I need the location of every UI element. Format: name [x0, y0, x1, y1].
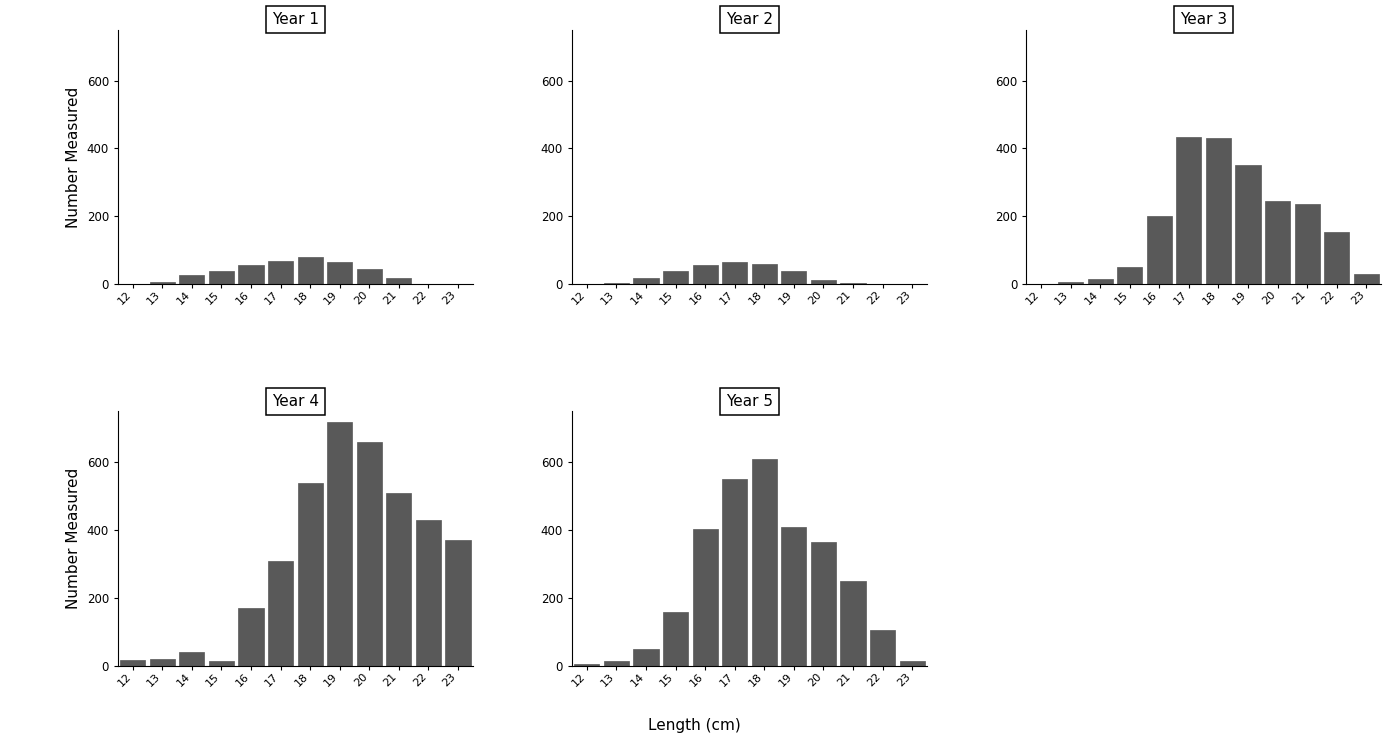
Y-axis label: Number Measured: Number Measured: [67, 468, 81, 609]
Bar: [1088, 279, 1113, 284]
Bar: [1264, 201, 1289, 284]
Bar: [663, 271, 688, 284]
Bar: [446, 540, 471, 666]
Bar: [752, 459, 777, 666]
Bar: [633, 649, 658, 666]
Bar: [604, 283, 629, 284]
Bar: [1117, 267, 1142, 284]
Bar: [210, 272, 235, 284]
Bar: [179, 653, 204, 666]
Bar: [179, 275, 204, 284]
Bar: [297, 482, 323, 666]
Bar: [386, 278, 411, 284]
Bar: [150, 283, 175, 284]
Bar: [722, 480, 747, 666]
Title: Year 4: Year 4: [272, 394, 319, 409]
Title: Year 1: Year 1: [272, 12, 319, 27]
Bar: [1353, 274, 1378, 284]
Bar: [416, 520, 441, 666]
Bar: [150, 659, 175, 666]
Bar: [297, 257, 323, 284]
Bar: [268, 561, 293, 666]
Bar: [693, 266, 718, 284]
Bar: [693, 528, 718, 666]
Bar: [1295, 204, 1320, 284]
Bar: [1206, 138, 1231, 284]
Bar: [357, 269, 382, 284]
Bar: [781, 272, 806, 284]
Title: Year 5: Year 5: [726, 394, 773, 409]
Bar: [1176, 136, 1202, 284]
Bar: [357, 442, 382, 666]
Bar: [1146, 216, 1171, 284]
Bar: [752, 264, 777, 284]
Bar: [781, 527, 806, 666]
Bar: [1235, 165, 1260, 284]
Text: Length (cm): Length (cm): [648, 718, 740, 733]
Title: Year 2: Year 2: [726, 12, 773, 27]
Bar: [328, 422, 353, 666]
Bar: [811, 280, 836, 284]
Bar: [604, 661, 629, 666]
Bar: [1324, 232, 1349, 284]
Bar: [870, 630, 895, 666]
Bar: [328, 262, 353, 284]
Bar: [722, 262, 747, 284]
Bar: [386, 493, 411, 666]
Bar: [1058, 283, 1083, 284]
Bar: [633, 278, 658, 284]
Bar: [239, 608, 264, 666]
Bar: [268, 261, 293, 284]
Title: Year 3: Year 3: [1180, 12, 1227, 27]
Bar: [575, 665, 600, 666]
Bar: [899, 661, 924, 666]
Bar: [239, 266, 264, 284]
Y-axis label: Number Measured: Number Measured: [67, 87, 81, 227]
Bar: [663, 612, 688, 666]
Bar: [210, 661, 235, 666]
Bar: [841, 581, 866, 666]
Bar: [121, 660, 146, 666]
Bar: [841, 283, 866, 284]
Bar: [811, 542, 836, 666]
